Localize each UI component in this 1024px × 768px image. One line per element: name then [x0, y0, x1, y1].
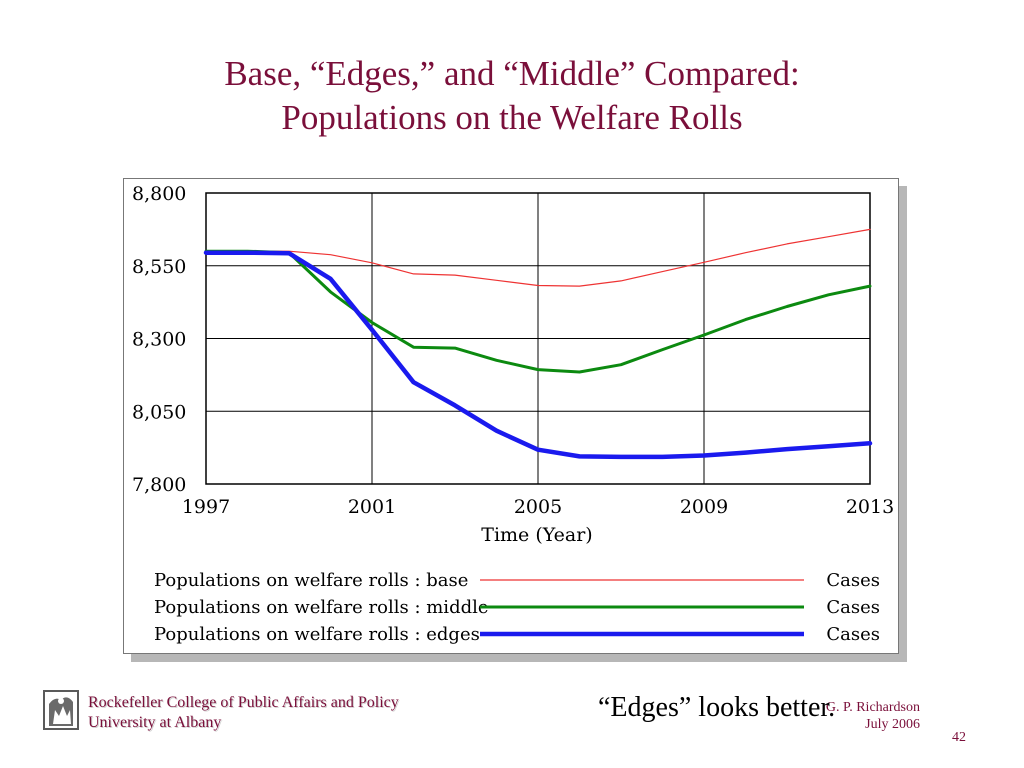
legend-unit: Cases [826, 624, 880, 645]
footer-author: G. P. Richardson [825, 700, 920, 715]
x-tick-label: 1997 [182, 496, 230, 518]
x-tick-label: 2013 [846, 496, 894, 518]
slide-caption: “Edges” looks better. [598, 692, 836, 723]
x-tick-label: 2001 [348, 496, 396, 518]
x-tick-label: 2009 [680, 496, 728, 518]
y-tick-label: 8,050 [132, 401, 186, 423]
y-tick-label: 8,300 [132, 329, 186, 351]
slide-title-line1: Base, “Edges,” and “Middle” Compared: [224, 54, 800, 93]
footer-author-block: G. P. Richardson July 2006 [790, 699, 920, 733]
legend-label: Populations on welfare rolls : middle [154, 597, 489, 618]
series-line-1 [205, 228, 871, 287]
footer-date: July 2006 [865, 717, 920, 732]
grid-layer [205, 192, 871, 485]
y-tick-label: 7,800 [132, 474, 186, 496]
series-line-2 [204, 249, 872, 374]
x-tick-label: 2005 [514, 496, 562, 518]
footer-org-line1: Rockefeller College of Public Affairs an… [88, 694, 399, 711]
legend-label: Populations on welfare rolls : base [154, 570, 468, 591]
slide-title-line2: Populations on the Welfare Rolls [281, 98, 743, 137]
y-tick-label: 8,550 [132, 256, 186, 278]
legend-unit: Cases [826, 570, 880, 591]
legend-unit: Cases [826, 597, 880, 618]
slide-number: 42 [952, 730, 966, 745]
series-lines [203, 228, 873, 460]
footer-organization: Rockefeller College of Public Affairs an… [88, 693, 399, 733]
college-seal-icon [43, 690, 79, 730]
legend: Populations on welfare rolls : base Cases… [154, 570, 880, 645]
chart-panel: 8,800 8,550 8,300 8,050 7,800 1997 2001 2005 200… [123, 178, 899, 654]
legend-label: Populations on welfare rolls : edges [154, 624, 480, 645]
y-tick-label: 8,800 [132, 183, 186, 205]
series-line-3 [203, 250, 873, 460]
footer-org-line2: University at Albany [88, 714, 222, 731]
slide-title: Base, “Edges,” and “Middle” Compared: Po… [0, 52, 1024, 140]
x-axis-label: Time (Year) [481, 524, 592, 546]
